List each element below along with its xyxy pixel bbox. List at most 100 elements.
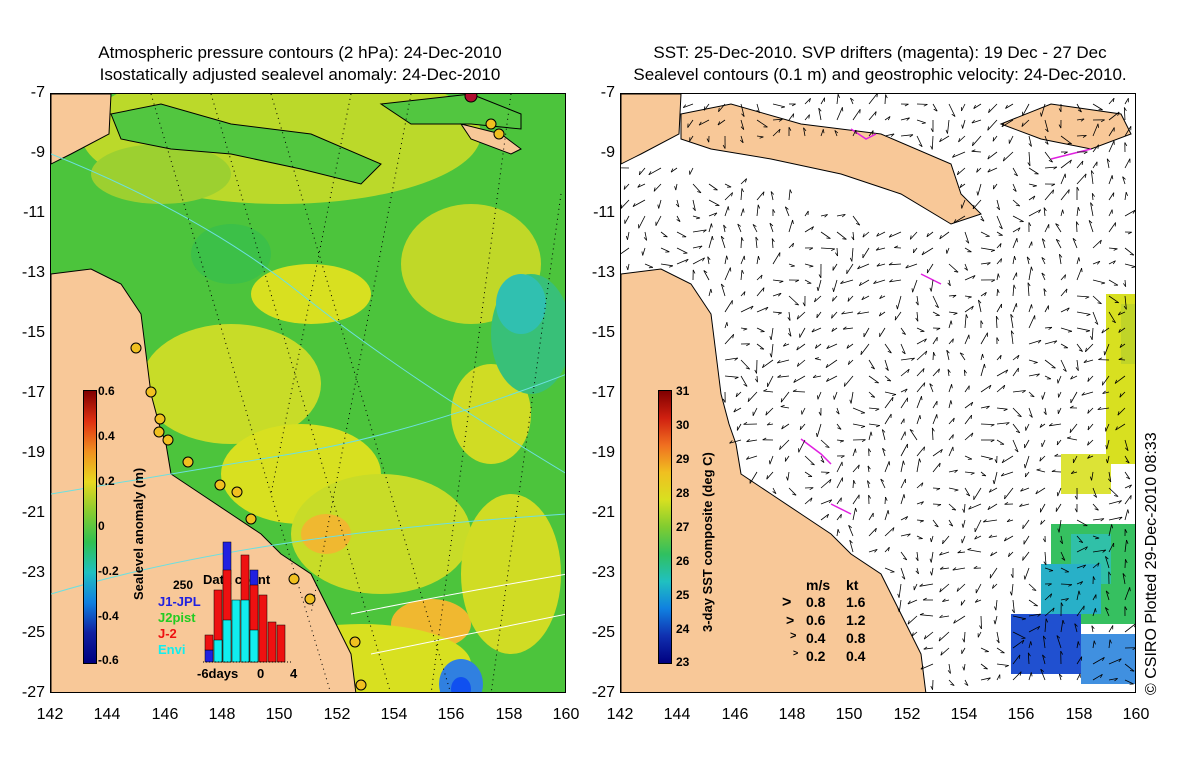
velocity-arrow bbox=[1028, 641, 1032, 649]
velocity-arrow bbox=[737, 223, 742, 233]
velocity-arrow bbox=[884, 359, 889, 371]
velocity-arrow bbox=[1055, 223, 1062, 233]
velocity-arrow-head bbox=[1067, 330, 1072, 333]
velocity-arrow bbox=[938, 631, 950, 642]
velocity-arrow bbox=[1027, 652, 1030, 665]
velocity-arrow bbox=[1108, 209, 1113, 217]
velocity-arrow-head bbox=[1068, 189, 1070, 194]
velocity-arrow bbox=[670, 167, 678, 173]
velocity-arrow-head bbox=[742, 208, 745, 213]
velocity-arrow bbox=[884, 343, 892, 354]
velocity-arrow bbox=[898, 583, 902, 598]
sst-colorbar-tick: 31 bbox=[676, 384, 690, 398]
velocity-arrow-head bbox=[973, 104, 976, 109]
velocity-arrow bbox=[820, 455, 825, 463]
sst-colorbar bbox=[658, 390, 672, 664]
velocity-arrow bbox=[996, 384, 1006, 393]
velocity-arrow bbox=[948, 519, 954, 527]
velocity-arrow-head bbox=[843, 382, 846, 387]
velocity-arrow-head bbox=[846, 344, 849, 349]
velocity-arrow-head bbox=[953, 312, 958, 315]
velocity-arrow bbox=[1124, 623, 1135, 633]
velocity-arrow-head bbox=[972, 204, 975, 209]
velocity-arrow bbox=[1106, 439, 1110, 450]
velocity-arrow bbox=[1059, 254, 1062, 265]
velocity-arrow-head bbox=[1052, 189, 1054, 194]
velocity-arrow-head bbox=[769, 460, 771, 465]
velocity-arrow bbox=[916, 482, 924, 489]
sealevel-anomaly-map bbox=[50, 93, 566, 693]
velocity-arrow-head bbox=[921, 251, 925, 256]
velocity-arrow bbox=[843, 375, 854, 387]
velocity-arrow-head bbox=[954, 270, 959, 273]
velocity-arrow bbox=[621, 247, 630, 255]
velocity-arrow bbox=[852, 464, 860, 473]
y-tick: -7 bbox=[30, 84, 45, 101]
velocity-arrow bbox=[1076, 295, 1090, 298]
velocity-arrow bbox=[1028, 339, 1042, 345]
velocity-arrow bbox=[804, 114, 810, 121]
velocity-arrow bbox=[1005, 103, 1014, 109]
velocity-arrow bbox=[1044, 189, 1054, 201]
velocity-arrow bbox=[931, 135, 934, 150]
velocity-arrow-head bbox=[1048, 422, 1053, 427]
velocity-arrow bbox=[846, 343, 854, 349]
velocity-arrow-head bbox=[1010, 314, 1014, 318]
velocity-arrow-head bbox=[794, 303, 799, 306]
velocity-arrow-head bbox=[939, 462, 941, 467]
velocity-arrow-head bbox=[1084, 173, 1087, 178]
velocity-arrow-head bbox=[1082, 564, 1086, 569]
velocity-arrow bbox=[980, 384, 992, 393]
velocity-arrow bbox=[1076, 519, 1088, 527]
velocity-arrow bbox=[1028, 209, 1041, 217]
velocity-arrow-head bbox=[1016, 238, 1018, 243]
velocity-arrow bbox=[996, 289, 998, 297]
velocity-arrow bbox=[980, 647, 989, 652]
velocity-arrow-head bbox=[625, 235, 628, 240]
velocity-arrow-head bbox=[1076, 221, 1079, 226]
velocity-arrow bbox=[980, 291, 987, 297]
velocity-arrow bbox=[621, 199, 630, 209]
velocity-arrow bbox=[1057, 407, 1062, 414]
velocity-arrow bbox=[1124, 247, 1135, 256]
velocity-arrow bbox=[953, 615, 966, 624]
velocity-arrow bbox=[762, 359, 774, 369]
velocity-arrow-head bbox=[1078, 540, 1083, 543]
velocity-arrow bbox=[1092, 311, 1099, 325]
velocity-arrow bbox=[770, 327, 774, 340]
velocity-arrow bbox=[784, 206, 790, 217]
velocity-arrow bbox=[1041, 238, 1046, 249]
velocity-arrow bbox=[769, 223, 774, 233]
velocity-arrow bbox=[1044, 340, 1058, 345]
velocity-arrow-head bbox=[842, 326, 847, 330]
velocity-arrow bbox=[1076, 656, 1083, 665]
velocity-arrow bbox=[1049, 423, 1062, 427]
velocity-arrow bbox=[1060, 598, 1069, 601]
velocity-arrow-head bbox=[1045, 128, 1049, 133]
velocity-arrow-head bbox=[828, 499, 833, 504]
velocity-arrow-head bbox=[835, 252, 838, 257]
velocity-arrow-head bbox=[777, 312, 782, 315]
velocity-arrow-head bbox=[979, 625, 982, 630]
y-tick: -25 bbox=[591, 624, 615, 641]
velocity-arrow-head bbox=[792, 243, 794, 248]
velocity-arrow bbox=[851, 247, 854, 262]
velocity-arrow-head bbox=[740, 126, 745, 130]
velocity-arrow-head bbox=[792, 113, 795, 118]
y-tick: -27 bbox=[21, 684, 45, 701]
velocity-arrow bbox=[1124, 587, 1131, 601]
velocity-arrow bbox=[841, 311, 854, 315]
velocity-arrow bbox=[884, 116, 891, 121]
velocity-arrow bbox=[850, 391, 854, 404]
velocity-arrow bbox=[660, 263, 673, 267]
velocity-arrow bbox=[992, 583, 998, 589]
velocity-arrow bbox=[1076, 535, 1084, 543]
velocity-arrow-head bbox=[997, 288, 1000, 293]
velocity-arrow-head bbox=[697, 191, 702, 194]
velocity-arrow-head bbox=[837, 529, 840, 534]
velocity-arrow bbox=[932, 352, 934, 361]
velocity-arrow bbox=[692, 183, 702, 194]
velocity-arrow-head bbox=[792, 493, 797, 496]
velocity-arrow-head bbox=[786, 476, 789, 481]
velocity-arrow-head bbox=[1127, 231, 1132, 235]
